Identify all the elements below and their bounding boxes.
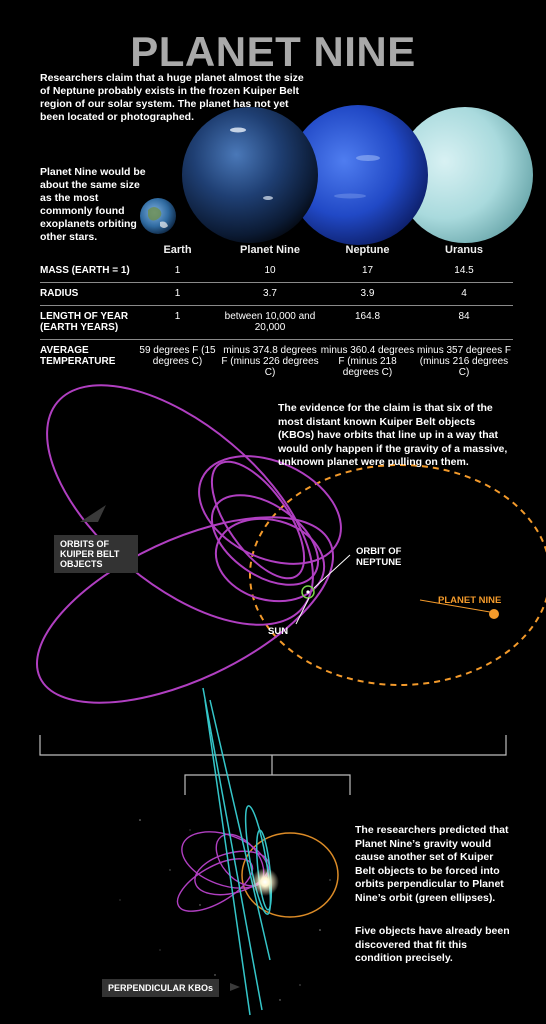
planet-nine-label: PLANET NINE — [438, 595, 502, 606]
discovered-text: Five objects have already been discovere… — [355, 925, 510, 964]
starfield — [119, 819, 331, 1001]
column-planet-nine: Planet Nine — [240, 244, 300, 256]
table-cell: 1 — [135, 282, 220, 306]
table-cell: 1 — [135, 305, 220, 340]
table-cell: 59 degrees F (15 degrees C) — [139, 345, 216, 367]
table-cell: 14.5 — [415, 260, 513, 283]
exoplanet-note: Planet Nine would be about the same size… — [40, 166, 146, 243]
column-earth: Earth — [163, 244, 192, 256]
earth-planet — [140, 198, 176, 234]
bottom-perpendicular-orbits — [202, 687, 273, 1016]
table-corner — [40, 242, 135, 260]
planet-comparison-table: Earth Planet Nine Neptune Uranus MASS (E… — [40, 242, 513, 384]
table-cell: 84 — [415, 305, 513, 340]
table-cell: minus 357 degrees F (minus 216 degrees C… — [417, 345, 511, 378]
kbo-orbits-label: ORBITS OF KUIPER BELT OBJECTS — [54, 535, 138, 573]
table-row-mass: MASS (EARTH = 1) 1 10 17 14.5 — [40, 260, 513, 283]
prediction-text: The researchers predicted that Planet Ni… — [355, 824, 509, 904]
kbo-orbits — [36, 384, 342, 704]
row-label: LENGTH OF YEAR (EARTH YEARS) — [40, 305, 135, 340]
table-row-radius: RADIUS 1 3.7 3.9 4 — [40, 282, 513, 306]
neptune-orbit-label: ORBIT OF NEPTUNE — [356, 546, 402, 568]
bottom-sun — [251, 868, 279, 896]
table-row-temperature: AVERAGE TEMPERATURE 59 degrees F (15 deg… — [40, 340, 513, 385]
page-title: PLANET NINE — [130, 28, 416, 75]
uranus-planet — [397, 107, 533, 243]
evidence-text: The evidence for the claim is that six o… — [278, 402, 508, 468]
table-cell: minus 360.4 degrees F (minus 218 degrees… — [320, 345, 415, 378]
column-neptune: Neptune — [345, 244, 390, 256]
section-bracket — [39, 735, 507, 795]
neptune-planet — [288, 105, 428, 245]
table-cell: 3.7 — [220, 282, 320, 306]
planet-nine-orbit — [249, 464, 546, 686]
bottom-planet-nine-orbit — [241, 832, 339, 918]
table-row-year: LENGTH OF YEAR (EARTH YEARS) 1 between 1… — [40, 305, 513, 340]
row-label: AVERAGE TEMPERATURE — [40, 345, 116, 367]
neptune-orbit — [295, 554, 351, 625]
row-label: MASS (EARTH = 1) — [40, 260, 135, 283]
table-cell: 4 — [415, 282, 513, 306]
table-cell: between 10,000 and 20,000 — [220, 305, 320, 340]
perpendicular-kbos-label: PERPENDICULAR KBOs — [102, 979, 220, 997]
sun-label: SUN — [268, 626, 289, 637]
intro-text: Researchers claim that a huge planet alm… — [40, 72, 304, 123]
table-cell: minus 374.8 degrees F (minus 226 degrees… — [221, 345, 319, 378]
planet-nine-planet — [182, 107, 318, 243]
table-cell: 3.9 — [320, 282, 415, 306]
column-uranus: Uranus — [445, 244, 483, 256]
table-cell: 164.8 — [320, 305, 415, 340]
table-cell: 1 — [135, 260, 220, 283]
table-cell: 10 — [220, 260, 320, 283]
table-cell: 17 — [320, 260, 415, 283]
row-label: RADIUS — [40, 282, 135, 306]
table-header-row: Earth Planet Nine Neptune Uranus — [40, 242, 513, 260]
